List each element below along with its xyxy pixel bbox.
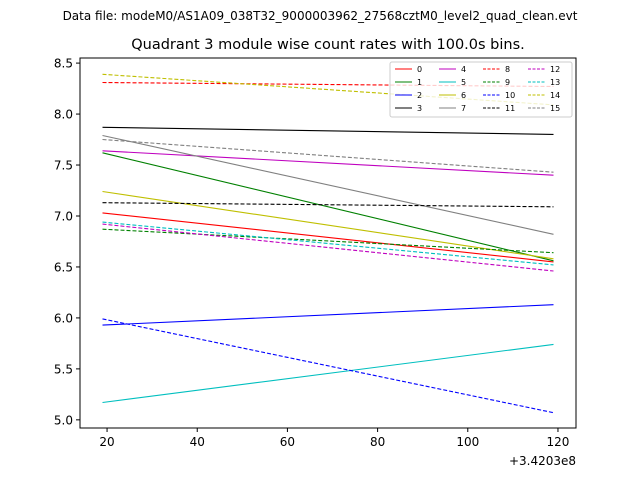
series-line-4 — [102, 150, 554, 176]
legend-label-12: 12 — [550, 65, 560, 74]
x-tick-label: 100 — [456, 435, 479, 449]
series-line-13 — [102, 221, 554, 266]
y-tick-label: 8.5 — [54, 57, 73, 71]
y-tick-label: 6.5 — [54, 260, 73, 274]
y-axis: 5.0 5.5 6.0 6.5 7.0 7.5 8.0 8.5 — [54, 57, 80, 427]
y-tick-label: 5.5 — [54, 362, 73, 376]
y-tick-label: 8.0 — [54, 108, 73, 122]
legend-label-1: 1 — [417, 78, 422, 87]
legend-label-15: 15 — [550, 104, 560, 113]
x-tick-label: 20 — [99, 435, 114, 449]
x-axis: 20 40 60 80 100 120 — [99, 428, 569, 449]
series-line-12 — [102, 223, 554, 272]
y-tick-label: 7.0 — [54, 209, 73, 223]
legend-label-5: 5 — [461, 78, 466, 87]
figure-suptitle: Data file: modeM0/AS1A09_038T32_90000039… — [63, 9, 578, 23]
series-line-15 — [102, 138, 554, 173]
legend-label-2: 2 — [417, 91, 422, 100]
x-tick-label: 80 — [370, 435, 385, 449]
y-tick-label: 5.0 — [54, 413, 73, 427]
series-line-1 — [102, 152, 554, 262]
series-line-9 — [102, 228, 554, 254]
series-line-14 — [102, 73, 554, 106]
legend-label-13: 13 — [550, 78, 560, 87]
legend-label-7: 7 — [461, 104, 466, 113]
x-tick-label: 60 — [280, 435, 295, 449]
legend-label-6: 6 — [461, 91, 466, 100]
y-tick-label: 6.0 — [54, 311, 73, 325]
series-lines — [102, 73, 554, 414]
series-line-0 — [102, 212, 554, 263]
legend-label-10: 10 — [505, 91, 515, 100]
series-line-3 — [102, 126, 554, 135]
x-tick-label: 40 — [190, 435, 205, 449]
y-tick-label: 7.5 — [54, 159, 73, 173]
legend-label-9: 9 — [505, 78, 510, 87]
legend-label-14: 14 — [550, 91, 560, 100]
series-line-2 — [102, 304, 554, 326]
x-tick-label: 120 — [547, 435, 570, 449]
legend-label-4: 4 — [461, 65, 466, 74]
legend-label-8: 8 — [505, 65, 510, 74]
plot-frame — [79, 57, 577, 429]
series-line-7 — [102, 134, 554, 235]
legend-label-3: 3 — [417, 104, 422, 113]
legend-label-11: 11 — [505, 104, 515, 113]
legend-box — [389, 61, 573, 118]
x-offset-label: +3.4203e8 — [509, 454, 576, 468]
series-line-11 — [102, 202, 554, 208]
series-line-5 — [102, 343, 554, 404]
series-line-10 — [102, 318, 554, 414]
chart-title: Quadrant 3 module wise count rates with … — [131, 37, 525, 53]
legend-label-0: 0 — [417, 65, 422, 74]
series-line-6 — [102, 190, 554, 260]
